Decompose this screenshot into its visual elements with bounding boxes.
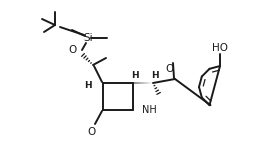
Text: HO: HO (212, 43, 228, 53)
Text: O: O (88, 127, 96, 137)
Text: H: H (151, 70, 159, 80)
Text: Si: Si (83, 33, 93, 43)
Text: NH: NH (142, 105, 157, 115)
Text: O: O (166, 64, 174, 74)
Text: H: H (84, 80, 92, 90)
Text: O: O (69, 45, 77, 55)
Text: H: H (131, 70, 139, 80)
